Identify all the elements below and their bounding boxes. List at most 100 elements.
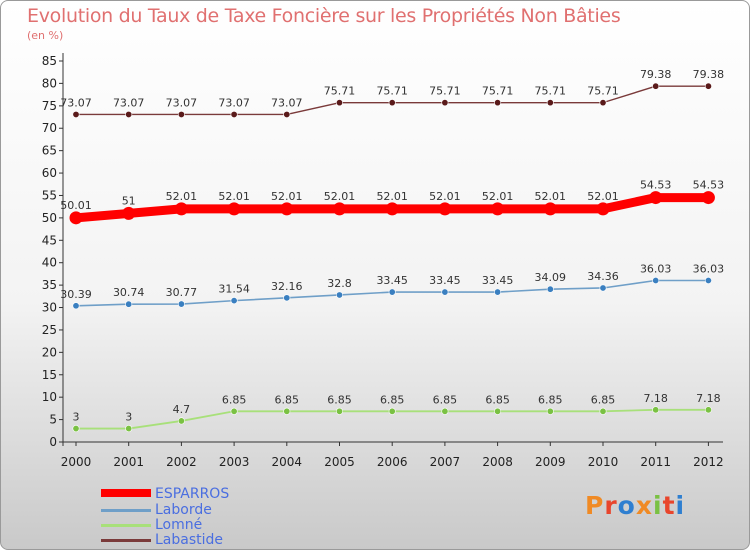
point-lomne-2008: [494, 407, 502, 415]
point-laborde-2000: [72, 302, 80, 310]
data-label-esparros-2006: 52.01: [376, 190, 408, 203]
x-tick-label-2000: 2000: [61, 455, 92, 469]
point-laborde-2002: [177, 300, 185, 308]
point-esparros-2007: [438, 202, 452, 216]
data-label-lomne-2006: 6.85: [380, 393, 405, 406]
point-esparros-2011: [649, 191, 663, 205]
y-tick-label-80: 80: [42, 76, 57, 90]
point-esparros-2003: [227, 202, 241, 216]
data-label-labastide-2001: 73.07: [113, 96, 145, 109]
point-esparros-2004: [280, 202, 294, 216]
x-tick-label-2006: 2006: [377, 455, 408, 469]
point-laborde-2006: [388, 288, 396, 296]
x-tick-label-2009: 2009: [535, 455, 566, 469]
point-esparros-2005: [333, 202, 346, 216]
point-esparros-2009: [543, 202, 557, 216]
legend-item-esparros: ESPARROS: [101, 486, 301, 503]
data-label-lomne-2012: 7.18: [696, 392, 721, 405]
point-labastide-2005: [335, 99, 343, 107]
data-label-lomne-2009: 6.85: [538, 393, 563, 406]
data-label-lomne-2003: 6.85: [222, 393, 247, 406]
y-tick-label-30: 30: [42, 301, 57, 315]
legend-item-labastide: Labastide: [101, 532, 301, 549]
data-label-lomne-2007: 6.85: [433, 393, 458, 406]
data-label-lomne-2011: 7.18: [643, 392, 668, 405]
legend-label-lomne: Lomné: [155, 517, 203, 533]
point-labastide-2004: [283, 110, 291, 118]
x-tick-label-2012: 2012: [693, 455, 724, 469]
y-tick-label-10: 10: [42, 390, 57, 404]
data-label-esparros-2010: 52.01: [587, 190, 619, 203]
data-label-labastide-2003: 73.07: [218, 96, 250, 109]
data-label-labastide-2010: 75.71: [587, 85, 619, 98]
point-laborde-2009: [546, 285, 554, 293]
point-lomne-2012: [704, 406, 712, 414]
data-label-laborde-2007: 33.45: [429, 274, 461, 287]
point-esparros-2000: [69, 211, 83, 225]
data-label-lomne-2000: 3: [73, 411, 80, 424]
data-label-laborde-2009: 34.09: [535, 271, 567, 284]
data-label-laborde-2003: 31.54: [218, 283, 250, 296]
point-labastide-2006: [388, 99, 396, 107]
data-label-esparros-2007: 52.01: [429, 190, 461, 203]
y-tick-label-20: 20: [42, 345, 57, 359]
point-labastide-2007: [441, 99, 449, 107]
point-esparros-2008: [491, 202, 505, 216]
data-label-lomne-2002: 4.7: [173, 403, 191, 416]
data-label-laborde-2012: 36.03: [693, 263, 725, 276]
data-label-labastide-2006: 75.71: [376, 85, 408, 98]
data-label-esparros-2000: 50.01: [60, 199, 92, 212]
point-esparros-2001: [122, 206, 136, 220]
data-label-laborde-2004: 32.16: [271, 280, 303, 293]
data-label-esparros-2011: 54.53: [640, 179, 672, 192]
y-tick-label-65: 65: [42, 144, 57, 158]
data-label-labastide-2007: 75.71: [429, 85, 461, 98]
y-tick-label-70: 70: [42, 121, 57, 135]
point-lomne-2006: [388, 407, 396, 415]
point-laborde-2007: [441, 288, 449, 296]
data-label-esparros-2005: 52.01: [324, 190, 356, 203]
y-tick-label-0: 0: [49, 435, 57, 449]
point-esparros-2002: [174, 202, 188, 216]
data-label-labastide-2002: 73.07: [166, 96, 198, 109]
y-tick-label-60: 60: [42, 166, 57, 180]
data-label-lomne-2008: 6.85: [485, 393, 510, 406]
chart-title: Evolution du Taux de Taxe Foncière sur l…: [27, 5, 621, 27]
data-label-labastide-2012: 79.38: [693, 68, 725, 81]
point-esparros-2012: [701, 191, 715, 205]
point-labastide-2001: [125, 110, 133, 118]
data-label-labastide-2000: 73.07: [60, 96, 92, 109]
point-laborde-2001: [125, 300, 133, 308]
data-label-labastide-2011: 79.38: [640, 68, 672, 81]
point-laborde-2010: [599, 284, 607, 292]
data-label-esparros-2012: 54.53: [693, 179, 725, 192]
data-label-laborde-2010: 34.36: [587, 270, 619, 283]
data-label-esparros-2004: 52.01: [271, 190, 303, 203]
point-lomne-2011: [652, 406, 660, 414]
point-labastide-2011: [652, 82, 660, 90]
y-tick-label-15: 15: [42, 368, 57, 382]
data-label-lomne-2010: 6.85: [591, 393, 616, 406]
data-label-lomne-2004: 6.85: [275, 393, 300, 406]
data-label-laborde-2011: 36.03: [640, 263, 672, 276]
legend-label-labastide: Labastide: [155, 532, 224, 548]
point-labastide-2009: [546, 99, 554, 107]
y-tick-label-5: 5: [49, 413, 57, 427]
data-label-laborde-2006: 33.45: [376, 274, 408, 287]
point-lomne-2010: [599, 407, 607, 415]
y-tick-label-50: 50: [42, 211, 57, 225]
y-tick-label-35: 35: [42, 278, 57, 292]
point-lomne-2004: [283, 407, 291, 415]
point-lomne-2000: [72, 425, 80, 433]
x-tick-label-2003: 2003: [219, 455, 250, 469]
legend-swatch-laborde: [101, 509, 151, 512]
data-label-labastide-2008: 75.71: [482, 85, 514, 98]
y-tick-label-45: 45: [42, 233, 57, 247]
proxiti-logo: Proxiti: [585, 491, 686, 520]
point-lomne-2001: [125, 425, 133, 433]
data-label-esparros-2003: 52.01: [218, 190, 250, 203]
point-esparros-2006: [385, 202, 399, 216]
data-label-esparros-2002: 52.01: [166, 190, 198, 203]
point-laborde-2008: [494, 288, 502, 296]
